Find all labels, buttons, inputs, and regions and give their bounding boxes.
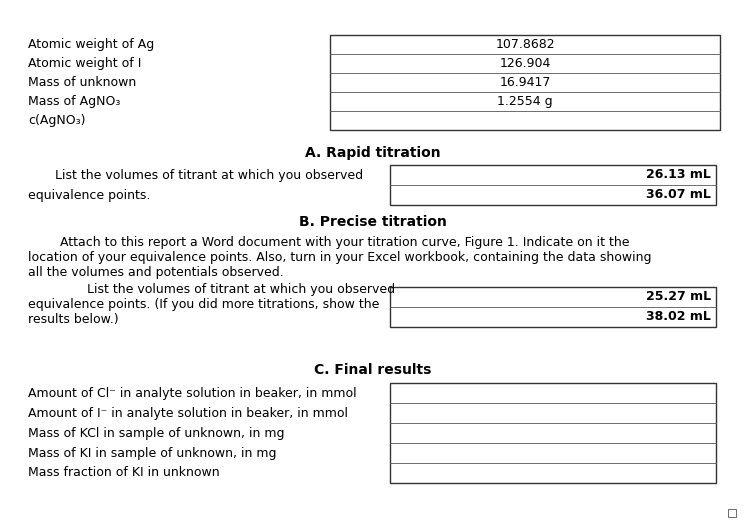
Text: Mass of AgNO₃: Mass of AgNO₃ xyxy=(28,95,120,108)
Text: 36.07 mL: 36.07 mL xyxy=(646,188,711,202)
Text: List the volumes of titrant at which you observed: List the volumes of titrant at which you… xyxy=(55,169,363,182)
Text: Amount of Cl⁻ in analyte solution in beaker, in mmol: Amount of Cl⁻ in analyte solution in bea… xyxy=(28,386,357,400)
Bar xyxy=(390,165,716,205)
Bar xyxy=(330,35,720,130)
Text: Mass fraction of KI in unknown: Mass fraction of KI in unknown xyxy=(28,467,219,479)
Text: Attach to this report a Word document with your titration curve, Figure 1. Indic: Attach to this report a Word document wi… xyxy=(28,236,630,249)
Text: List the volumes of titrant at which you observed: List the volumes of titrant at which you… xyxy=(55,283,395,296)
Text: results below.): results below.) xyxy=(28,313,119,326)
Text: Amount of I⁻ in analyte solution in beaker, in mmol: Amount of I⁻ in analyte solution in beak… xyxy=(28,406,348,419)
Bar xyxy=(390,287,716,327)
Text: 38.02 mL: 38.02 mL xyxy=(646,310,711,323)
Text: B. Precise titration: B. Precise titration xyxy=(299,215,447,229)
Text: 25.27 mL: 25.27 mL xyxy=(646,290,711,303)
Text: 26.13 mL: 26.13 mL xyxy=(646,169,711,182)
Text: A. Rapid titration: A. Rapid titration xyxy=(305,146,441,160)
Text: 1.2554 g: 1.2554 g xyxy=(497,95,553,108)
Text: 107.8682: 107.8682 xyxy=(495,38,555,51)
Text: 126.904: 126.904 xyxy=(499,57,551,70)
Text: Mass of KCl in sample of unknown, in mg: Mass of KCl in sample of unknown, in mg xyxy=(28,426,284,439)
Text: Mass of unknown: Mass of unknown xyxy=(28,76,137,89)
Bar xyxy=(390,383,716,483)
Bar xyxy=(728,509,736,517)
Text: location of your equivalence points. Also, turn in your Excel workbook, containi: location of your equivalence points. Als… xyxy=(28,251,651,264)
Text: equivalence points.: equivalence points. xyxy=(28,188,151,202)
Text: Mass of KI in sample of unknown, in mg: Mass of KI in sample of unknown, in mg xyxy=(28,446,277,459)
Text: Atomic weight of Ag: Atomic weight of Ag xyxy=(28,38,154,51)
Text: 16.9417: 16.9417 xyxy=(499,76,551,89)
Text: all the volumes and potentials observed.: all the volumes and potentials observed. xyxy=(28,266,283,279)
Text: C. Final results: C. Final results xyxy=(314,363,432,377)
Text: equivalence points. (If you did more titrations, show the: equivalence points. (If you did more tit… xyxy=(28,298,380,311)
Text: c(AgNO₃): c(AgNO₃) xyxy=(28,114,86,127)
Text: Atomic weight of I: Atomic weight of I xyxy=(28,57,142,70)
